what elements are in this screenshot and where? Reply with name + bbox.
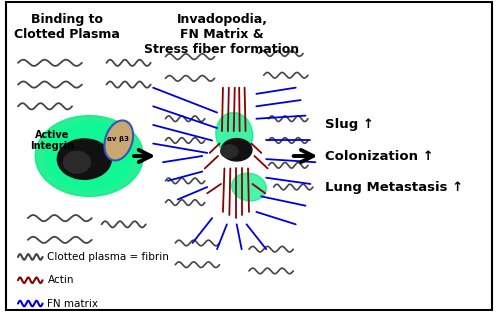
Ellipse shape bbox=[64, 151, 90, 173]
Ellipse shape bbox=[216, 113, 252, 156]
Text: Colonization ↑: Colonization ↑ bbox=[325, 149, 434, 163]
Text: Clotted plasma = fibrin: Clotted plasma = fibrin bbox=[48, 252, 170, 262]
Text: Binding to
Clotted Plasma: Binding to Clotted Plasma bbox=[14, 13, 120, 41]
Text: Lung Metastasis ↑: Lung Metastasis ↑ bbox=[325, 181, 464, 193]
Ellipse shape bbox=[232, 173, 266, 201]
Ellipse shape bbox=[45, 122, 134, 190]
Ellipse shape bbox=[220, 145, 238, 158]
Ellipse shape bbox=[222, 139, 252, 161]
Text: Invadopodia,
FN Matrix &
Stress fiber formation: Invadopodia, FN Matrix & Stress fiber fo… bbox=[144, 13, 300, 56]
Text: Active
Integrin: Active Integrin bbox=[30, 130, 74, 151]
Ellipse shape bbox=[106, 121, 132, 160]
Text: FN matrix: FN matrix bbox=[48, 299, 98, 309]
Text: Actin: Actin bbox=[48, 275, 74, 285]
Ellipse shape bbox=[58, 139, 112, 179]
Text: Slug ↑: Slug ↑ bbox=[325, 119, 374, 131]
Text: αv β3: αv β3 bbox=[107, 136, 129, 142]
Ellipse shape bbox=[35, 116, 144, 196]
